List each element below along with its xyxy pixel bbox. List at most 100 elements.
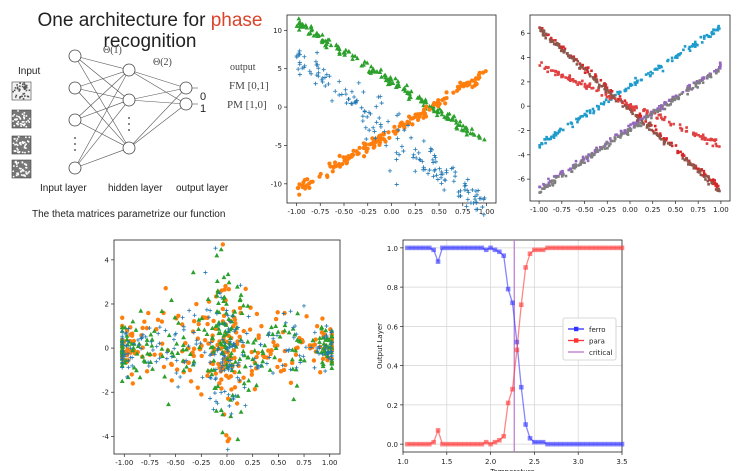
data-point [395,136,400,141]
data-point [588,82,592,85]
data-point [702,169,706,173]
data-point [552,42,556,46]
data-point [180,342,186,347]
data-point [635,106,638,110]
data-point [359,105,364,110]
data-point [572,80,575,83]
data-point [444,90,449,95]
data-point [477,70,482,75]
data-point [557,130,561,133]
data-point [394,157,399,162]
data-point [681,90,685,94]
spin-pixel [25,136,27,139]
edge-line [74,87,130,101]
data-point [653,111,657,115]
data-point [181,334,187,340]
data-point [228,350,234,356]
x-tick-label: 0.75 [296,459,312,467]
data-point [394,113,400,118]
data-point [607,91,611,94]
data-point [237,296,243,301]
data-point [244,331,249,336]
spin-pixel [21,168,24,171]
data-point-para [532,247,537,253]
ellipsis-dot [128,123,130,125]
data-point [371,125,376,130]
data-point [210,344,216,349]
data-point [225,349,230,354]
data-point [157,356,162,361]
data-point [273,345,279,351]
data-point [282,322,288,328]
data-point [418,157,423,163]
data-point [676,149,679,153]
spin-pixel [20,170,22,173]
data-point [680,127,684,131]
data-point [579,64,582,68]
spin-pixel [22,83,24,86]
data-point [623,99,627,103]
x-tick-label: -0.50 [575,206,593,214]
data-point-para [571,245,577,251]
data-point [235,363,240,368]
data-point [540,26,544,30]
data-point [592,111,595,115]
x-tick-label: -0.75 [553,206,571,214]
data-point [231,348,237,353]
data-point [254,354,259,360]
spin-pixel [23,114,25,117]
data-point [544,185,547,188]
data-point [237,378,242,383]
data-point [320,79,325,85]
data-point [235,325,240,330]
plot-frame [402,239,623,453]
data-point [688,87,691,90]
data-point [567,168,571,172]
output-header: output [230,62,256,73]
neuron-node [122,93,136,107]
data-point [629,83,632,86]
data-point [198,341,203,346]
data-point [361,154,367,159]
data-point [603,87,606,91]
data-point [120,336,125,341]
data-point [683,158,687,162]
data-point [156,331,161,336]
spin-pixel [17,123,19,126]
data-point [220,363,225,368]
data-point [691,44,695,47]
data-point [435,110,441,115]
data-point [124,343,129,348]
data-point-para [479,441,485,447]
data-point [315,33,321,38]
data-point [139,346,144,351]
data-point [154,359,159,364]
data-point [382,73,387,78]
data-point [693,81,697,85]
data-point [214,278,220,284]
data-point [271,339,276,345]
data-point [710,30,714,34]
data-point [670,56,674,60]
data-point [296,16,302,21]
data-point-para [488,441,493,447]
data-point [169,378,174,383]
data-point [172,315,178,320]
data-point [633,123,636,127]
data-point [408,135,414,140]
spin-pixel [25,171,27,173]
data-point [194,338,199,343]
spin-pixel [27,95,30,98]
data-point [434,102,439,107]
data-point [554,39,557,42]
data-point [591,76,595,79]
y-tick-label: 0.8 [387,284,398,292]
data-point [313,59,319,64]
spin-pixel [14,150,17,152]
data-point [440,97,445,103]
data-point [308,30,313,36]
data-point [667,99,671,103]
data-point-para [426,441,432,447]
data-point [564,174,568,178]
data-point [374,104,379,109]
